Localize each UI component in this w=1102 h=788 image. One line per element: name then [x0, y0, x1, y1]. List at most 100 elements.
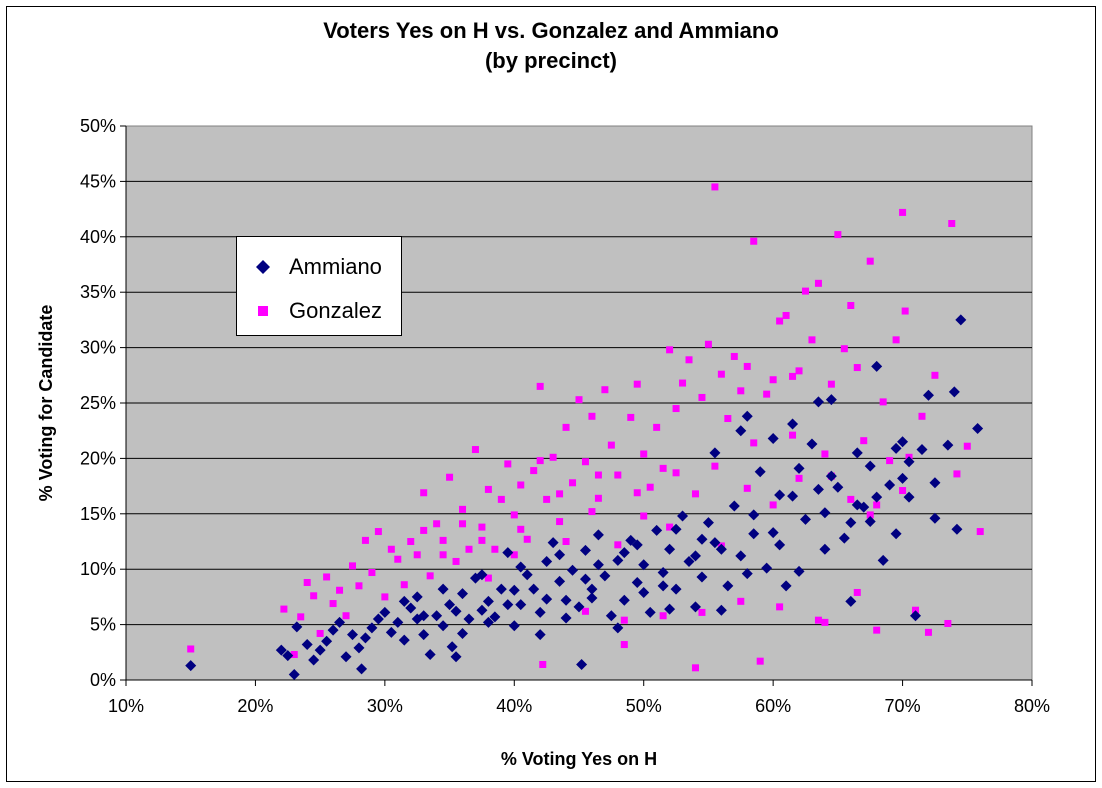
ammiano-point	[457, 627, 469, 639]
gonzalez-point	[834, 231, 842, 239]
ammiano-point	[185, 660, 197, 672]
ammiano-point	[534, 629, 546, 641]
ammiano-point	[903, 456, 915, 468]
ammiano-point	[754, 466, 766, 478]
gonzalez-point	[640, 450, 648, 458]
gonzalez-point	[750, 439, 758, 447]
gonzalez-point	[342, 612, 350, 620]
gonzalez-point	[562, 538, 570, 545]
ammiano-point	[722, 580, 734, 592]
ammiano-point	[495, 583, 507, 595]
gonzalez-point	[497, 495, 505, 503]
ammiano-point	[715, 543, 727, 555]
ammiano-point	[864, 460, 876, 472]
ammiano-point	[761, 562, 773, 574]
ammiano-point	[972, 422, 984, 434]
gonzalez-point	[588, 412, 596, 420]
ammiano-point	[748, 509, 760, 521]
ammiano-point	[576, 658, 588, 670]
square-marker-icon	[251, 299, 275, 323]
ammiano-point	[291, 621, 303, 633]
gonzalez-point	[963, 442, 971, 450]
gonzalez-point	[517, 481, 525, 489]
gonzalez-point	[614, 541, 622, 549]
ammiano-point	[709, 447, 721, 459]
ammiano-point	[508, 620, 520, 632]
legend-item-gonzalez: Gonzalez	[251, 293, 382, 329]
ammiano-point	[372, 613, 384, 625]
ammiano-point	[618, 547, 630, 559]
y-tick-label: 10%	[80, 559, 116, 579]
gonzalez-point	[737, 597, 745, 605]
ammiano-point	[515, 599, 527, 611]
gonzalez-point	[821, 618, 829, 626]
ammiano-point	[696, 571, 708, 583]
gonzalez-point	[679, 379, 687, 387]
ammiano-point	[321, 635, 333, 647]
gonzalez-point	[802, 287, 809, 295]
gonzalez-point	[789, 372, 797, 380]
gonzalez-point	[504, 460, 512, 468]
gonzalez-point	[575, 396, 583, 404]
ammiano-point	[567, 564, 579, 576]
gonzalez-point	[640, 512, 648, 520]
gonzalez-point	[814, 279, 822, 287]
ammiano-point	[689, 550, 701, 562]
ammiano-point	[942, 439, 954, 451]
ammiano-point	[612, 622, 624, 634]
legend: Ammiano Gonzalez	[236, 236, 402, 336]
gonzalez-point	[948, 220, 956, 228]
ammiano-point	[359, 632, 371, 644]
ammiano-point	[534, 606, 546, 618]
ammiano-point	[689, 601, 701, 613]
ammiano-point	[560, 612, 572, 624]
gonzalez-point	[821, 450, 829, 458]
ammiano-point	[392, 616, 404, 628]
gonzalez-point	[873, 626, 881, 634]
ammiano-point	[929, 512, 941, 524]
gonzalez-point	[789, 431, 797, 439]
ammiano-point	[457, 588, 469, 600]
gonzalez-point	[795, 474, 803, 482]
ammiano-point	[767, 432, 779, 444]
ammiano-point	[657, 580, 669, 592]
ammiano-point	[366, 622, 378, 634]
ammiano-point	[702, 517, 714, 529]
ammiano-point	[890, 442, 902, 454]
ammiano-point	[670, 583, 682, 595]
ammiano-point	[521, 569, 533, 581]
chart-title: Voters Yes on H vs. Gonzalez and Ammiano…	[0, 16, 1102, 76]
ammiano-point	[437, 620, 449, 632]
data-points	[185, 183, 984, 680]
gonzalez-point	[420, 526, 428, 534]
ammiano-point	[579, 573, 591, 585]
ammiano-point	[502, 547, 514, 559]
gonzalez-point	[769, 376, 777, 384]
ammiano-point	[356, 663, 368, 675]
ammiano-point	[405, 602, 417, 614]
ammiano-point	[515, 561, 527, 573]
gonzalez-point	[588, 508, 596, 516]
gonzalez-point	[530, 467, 538, 475]
ammiano-point	[657, 567, 669, 579]
ammiano-point	[845, 517, 857, 529]
ammiano-point	[327, 624, 339, 636]
ammiano-point	[398, 595, 410, 607]
gonzalez-point	[860, 437, 868, 445]
ammiano-point	[275, 644, 287, 656]
y-tick-label: 30%	[80, 338, 116, 358]
ammiano-point	[812, 396, 824, 408]
gonzalez-point	[465, 545, 473, 553]
ammiano-point	[832, 481, 844, 493]
gonzalez-point	[549, 453, 557, 461]
ammiano-point	[741, 410, 753, 422]
ammiano-point	[922, 389, 934, 401]
gonzalez-point	[316, 629, 324, 637]
gonzalez-point	[614, 471, 622, 479]
ammiano-point	[715, 604, 727, 616]
gonzalez-point	[510, 551, 518, 559]
ammiano-point	[476, 604, 488, 616]
gonzalez-point	[666, 346, 674, 354]
gonzalez-point	[886, 457, 894, 465]
